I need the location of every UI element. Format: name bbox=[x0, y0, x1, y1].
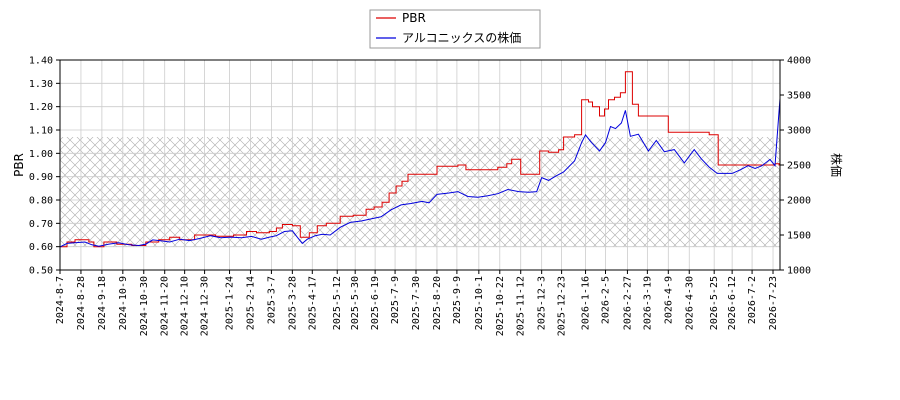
x-tick-label: 2025-1-24 bbox=[225, 276, 236, 330]
x-tick-label: 2026-7-23 bbox=[768, 276, 779, 330]
x-tick-label: 2026-7-2 bbox=[747, 276, 758, 324]
x-tick-label: 2024-8-28 bbox=[76, 276, 87, 330]
left-tick-label: 0.90 bbox=[29, 172, 53, 183]
x-tick-label: 2026-2-27 bbox=[622, 276, 633, 330]
x-tick-label: 2025-4-17 bbox=[307, 276, 318, 330]
left-axis-ticks: 0.50 0.60 0.70 0.80 0.90 1.00 1.10 1.20 1.30 1.40 bbox=[29, 56, 60, 277]
x-tick-label: 2024-10-30 bbox=[139, 276, 150, 336]
left-tick-label: 0.50 bbox=[29, 266, 53, 277]
x-tick-label: 2025-10-1 bbox=[474, 276, 485, 330]
x-tick-label: 2026-4-30 bbox=[684, 276, 695, 330]
legend: PBR アルコニックスの株価 bbox=[369, 9, 541, 49]
right-axis-ticks: 1000 1500 2000 2500 3000 3500 4000 bbox=[780, 56, 811, 277]
x-tick-label: 2026-2-5 bbox=[600, 276, 611, 324]
left-tick-label: 1.10 bbox=[29, 126, 53, 137]
legend-box bbox=[369, 9, 541, 49]
x-tick-label: 2024-8-7 bbox=[55, 276, 66, 324]
right-axis-title: 株価 bbox=[829, 153, 844, 177]
x-tick-label: 2025-3-28 bbox=[287, 276, 298, 330]
x-tick-label: 2025-11-12 bbox=[516, 276, 527, 336]
left-tick-label: 0.70 bbox=[29, 219, 53, 230]
x-tick-label: 2025-6-19 bbox=[370, 276, 381, 330]
x-tick-label: 2024-12-30 bbox=[200, 276, 211, 336]
x-tick-label: 2024-9-18 bbox=[97, 276, 108, 330]
x-tick-label: 2026-1-16 bbox=[581, 276, 592, 330]
left-tick-label: 1.00 bbox=[29, 149, 53, 160]
right-tick-label: 2500 bbox=[787, 161, 811, 172]
x-tick-label: 2025-3-7 bbox=[266, 276, 277, 324]
x-tick-label: 2025-2-14 bbox=[245, 276, 256, 330]
x-axis-ticks: 2024-8-7 2024-8-28 2024-9-18 2024-10-9 2024-… bbox=[55, 270, 779, 336]
series-pbr-line bbox=[60, 71, 781, 248]
right-tick-label: 1500 bbox=[787, 231, 811, 242]
x-tick-label: 2025-5-12 bbox=[332, 276, 343, 330]
left-tick-label: 1.20 bbox=[29, 102, 53, 113]
series-stock-price-line bbox=[59, 98, 781, 248]
left-tick-label: 0.80 bbox=[29, 196, 53, 207]
left-tick-label: 1.30 bbox=[29, 79, 53, 90]
legend-label-stock-price: アルコニックスの株価 bbox=[402, 30, 521, 45]
x-tick-label: 2025-7-30 bbox=[411, 276, 422, 330]
x-tick-label: 2025-12-23 bbox=[557, 276, 568, 336]
x-tick-label: 2026-4-9 bbox=[663, 276, 674, 324]
x-tick-label: 2025-12-3 bbox=[537, 276, 548, 330]
x-tick-label: 2025-10-22 bbox=[495, 276, 506, 336]
x-tick-label: 2024-11-20 bbox=[160, 276, 171, 336]
legend-label-pbr: PBR bbox=[402, 11, 426, 25]
right-tick-label: 3000 bbox=[787, 126, 811, 137]
grid-lines bbox=[59, 59, 780, 271]
right-tick-label: 3500 bbox=[787, 91, 811, 102]
x-tick-label: 2026-5-25 bbox=[709, 276, 720, 330]
x-tick-label: 2025-5-30 bbox=[350, 276, 361, 330]
x-tick-label: 2026-3-19 bbox=[642, 276, 653, 330]
x-tick-label: 2025-8-20 bbox=[432, 276, 443, 330]
hatch-band bbox=[60, 137, 780, 247]
left-tick-label: 1.40 bbox=[29, 56, 53, 67]
x-tick-label: 2026-6-12 bbox=[727, 276, 738, 330]
x-tick-label: 2025-7-9 bbox=[390, 276, 401, 324]
right-tick-label: 2000 bbox=[787, 196, 811, 207]
right-tick-label: 1000 bbox=[787, 266, 811, 277]
x-tick-label: 2024-10-9 bbox=[118, 276, 129, 330]
series-layer bbox=[59, 71, 781, 248]
x-tick-label: 2024-12-10 bbox=[180, 276, 191, 336]
plot-frame bbox=[59, 59, 781, 271]
x-tick-label: 2025-9-9 bbox=[452, 276, 463, 324]
right-tick-label: 4000 bbox=[787, 56, 811, 67]
left-axis-title: PBR bbox=[12, 153, 26, 177]
left-tick-label: 0.60 bbox=[29, 242, 53, 253]
